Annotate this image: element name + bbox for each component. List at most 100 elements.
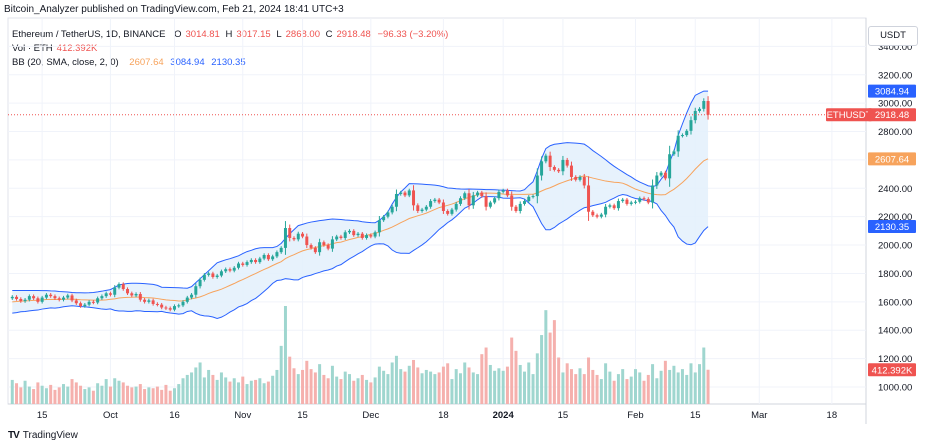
candle-body [219, 271, 223, 276]
candle-body [659, 172, 663, 176]
candle-body [655, 175, 659, 186]
candle-body [390, 206, 394, 213]
volume-bar [365, 379, 369, 404]
volume-bar [198, 362, 202, 404]
candle-body [531, 196, 535, 198]
volume-bar [228, 381, 232, 404]
y-tick-label: 1600.00 [878, 297, 912, 308]
candle-body [638, 198, 642, 202]
volume-bar [292, 368, 296, 404]
candle-body [143, 299, 147, 302]
volume-bar [561, 372, 565, 404]
tradingview-logo: TV [8, 430, 20, 441]
x-tick-label: Nov [234, 410, 251, 421]
volume-bar [185, 374, 189, 404]
volume-bar [134, 386, 138, 404]
volume-bar [412, 359, 416, 404]
x-tick-label: 18 [827, 410, 838, 421]
candle-body [651, 185, 655, 203]
volume-bar [629, 376, 633, 404]
volume-bar [441, 366, 445, 404]
candle-body [476, 192, 480, 196]
candle-body [83, 304, 87, 307]
candle-body [437, 199, 441, 203]
volume-bar [219, 372, 223, 404]
candle-body [608, 205, 612, 207]
volume-bar [241, 376, 245, 404]
bb-label[interactable]: BB (20, SMA, close, 2, 0) [12, 57, 119, 68]
high-value: 3017.15 [236, 29, 271, 40]
volume-bar [108, 386, 112, 404]
volume-bar [224, 377, 228, 404]
volume-bar [113, 378, 117, 404]
volume-bar [356, 378, 360, 404]
candle-body [450, 209, 454, 214]
volume-bar [262, 383, 266, 404]
volume-bar [582, 374, 586, 404]
volume-bar [347, 374, 351, 404]
volume-bar [155, 386, 159, 404]
candle-body [258, 258, 262, 263]
candle-body [377, 220, 381, 233]
symbol-title[interactable]: Ethereum / TetherUS, 1D, BINANCE [12, 29, 166, 40]
volume-bar [599, 379, 603, 404]
volume-bar [369, 382, 373, 404]
x-tick-label: 2024 [493, 410, 515, 421]
volume-bar [130, 387, 134, 404]
candle-body [108, 293, 112, 295]
candle-body [232, 267, 236, 271]
bb-lower-value: 2130.35 [211, 57, 246, 68]
candle-body [266, 254, 270, 260]
candle-body [249, 259, 253, 263]
volume-bar [339, 379, 343, 404]
volume-bar [168, 390, 172, 404]
candle-body [527, 196, 531, 202]
currency-button[interactable]: USDT [868, 26, 918, 46]
candle-body [493, 198, 497, 203]
volume-label[interactable]: Vol · ETH [12, 43, 53, 54]
candle-body [446, 211, 450, 214]
price-tag: 2918.48 [875, 110, 909, 121]
candle-body [420, 209, 424, 211]
candle-body [569, 165, 573, 177]
volume-bar [44, 388, 48, 404]
volume-bar [313, 372, 317, 404]
x-tick-label: Dec [362, 410, 379, 421]
volume-bar [181, 378, 185, 404]
volume-bar [104, 379, 108, 404]
candle-body [633, 201, 637, 203]
legend-volume-row: Vol · ETH 412.392K [12, 42, 448, 56]
volume-bar [360, 374, 364, 404]
candle-body [151, 300, 155, 304]
candle-body [621, 199, 625, 202]
candle-body [61, 297, 65, 300]
volume-bar [535, 353, 539, 404]
candle-body [501, 190, 505, 192]
volume-bar [540, 335, 544, 404]
legend-bb-row: BB (20, SMA, close, 2, 0) 2607.64 3084.9… [12, 56, 448, 70]
volume-bar [642, 380, 646, 404]
volume-bar [565, 363, 569, 404]
volume-bar [505, 366, 509, 404]
candle-body [480, 192, 484, 197]
volume-bar [471, 372, 475, 404]
candle-body [40, 297, 44, 302]
volume-bar [87, 387, 91, 404]
y-tick-label: 2800.00 [878, 127, 912, 138]
volume-bar [386, 374, 390, 404]
candle-body [360, 233, 364, 238]
candle-body [518, 203, 522, 211]
volume-bar [172, 388, 176, 404]
candle-body [241, 263, 245, 265]
volume-bar [646, 374, 650, 404]
volume-bar [680, 369, 684, 404]
candle-body [318, 242, 322, 253]
candle-body [168, 308, 172, 310]
volume-bar [74, 382, 78, 404]
price-tag-bg [868, 152, 916, 166]
volume-bar [484, 347, 488, 404]
volume-bar [117, 380, 121, 404]
high-label: H [225, 29, 233, 40]
candle-body [689, 120, 693, 131]
